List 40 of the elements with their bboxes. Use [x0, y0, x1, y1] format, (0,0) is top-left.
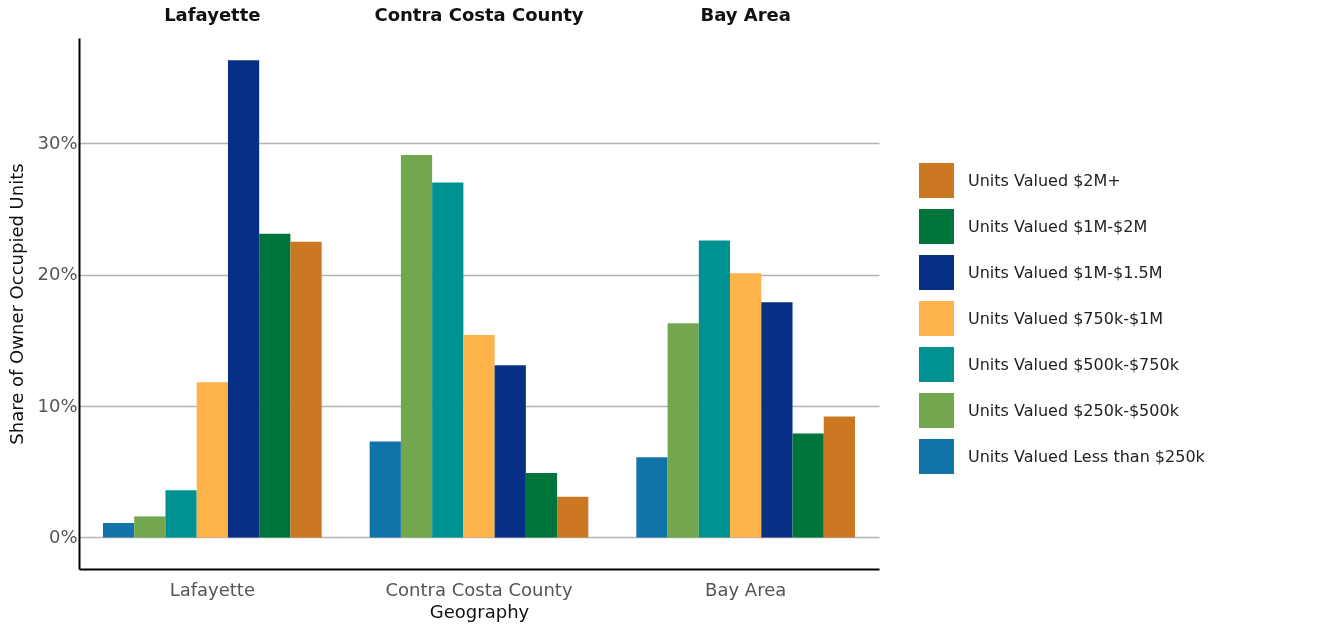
bar [400, 154, 433, 538]
y-axis-title: Share of Owner Occupied Units [6, 163, 28, 445]
bar [432, 182, 464, 538]
legend-label: Units Valued $1M-$2M [968, 216, 1148, 236]
bar [761, 302, 793, 538]
bar [134, 516, 166, 538]
category-label: Lafayette [164, 3, 261, 25]
bar [698, 240, 731, 538]
bar [165, 490, 197, 538]
legend-label: Units Valued $250k-$500k [968, 400, 1180, 420]
legend-label: Units Valued $2M+ [968, 170, 1121, 190]
bar [227, 60, 260, 538]
bar [667, 323, 699, 538]
legend-label: Units Valued Less than $250k [968, 446, 1206, 466]
x-axis-title: Geography [429, 600, 530, 622]
y-tick-label: 0% [48, 525, 78, 547]
bar [463, 335, 495, 538]
legend-label: Units Valued $1M-$1.5M [968, 262, 1163, 282]
category-label: Bay Area [700, 3, 791, 25]
bar [823, 416, 855, 538]
bar [290, 241, 322, 538]
x-tick-label: Bay Area [705, 578, 787, 600]
bar [103, 523, 135, 538]
category-label: Contra Costa County [374, 3, 584, 25]
bar [494, 365, 526, 538]
bar [730, 273, 762, 538]
y-tick-label: 20% [37, 263, 78, 285]
x-tick-label: Lafayette [169, 578, 256, 600]
x-tick-label: Contra Costa County [385, 578, 573, 600]
legend-label: Units Valued $500k-$750k [968, 354, 1180, 374]
bar [636, 457, 668, 538]
legend-label: Units Valued $750k-$1M [968, 308, 1164, 328]
bar [369, 441, 401, 538]
y-tick-label: 10% [37, 394, 78, 416]
bar [557, 496, 589, 538]
bar [196, 382, 228, 538]
bar [792, 433, 824, 538]
bar [259, 233, 291, 538]
bar [525, 473, 558, 538]
y-tick-label: 30% [37, 131, 78, 153]
